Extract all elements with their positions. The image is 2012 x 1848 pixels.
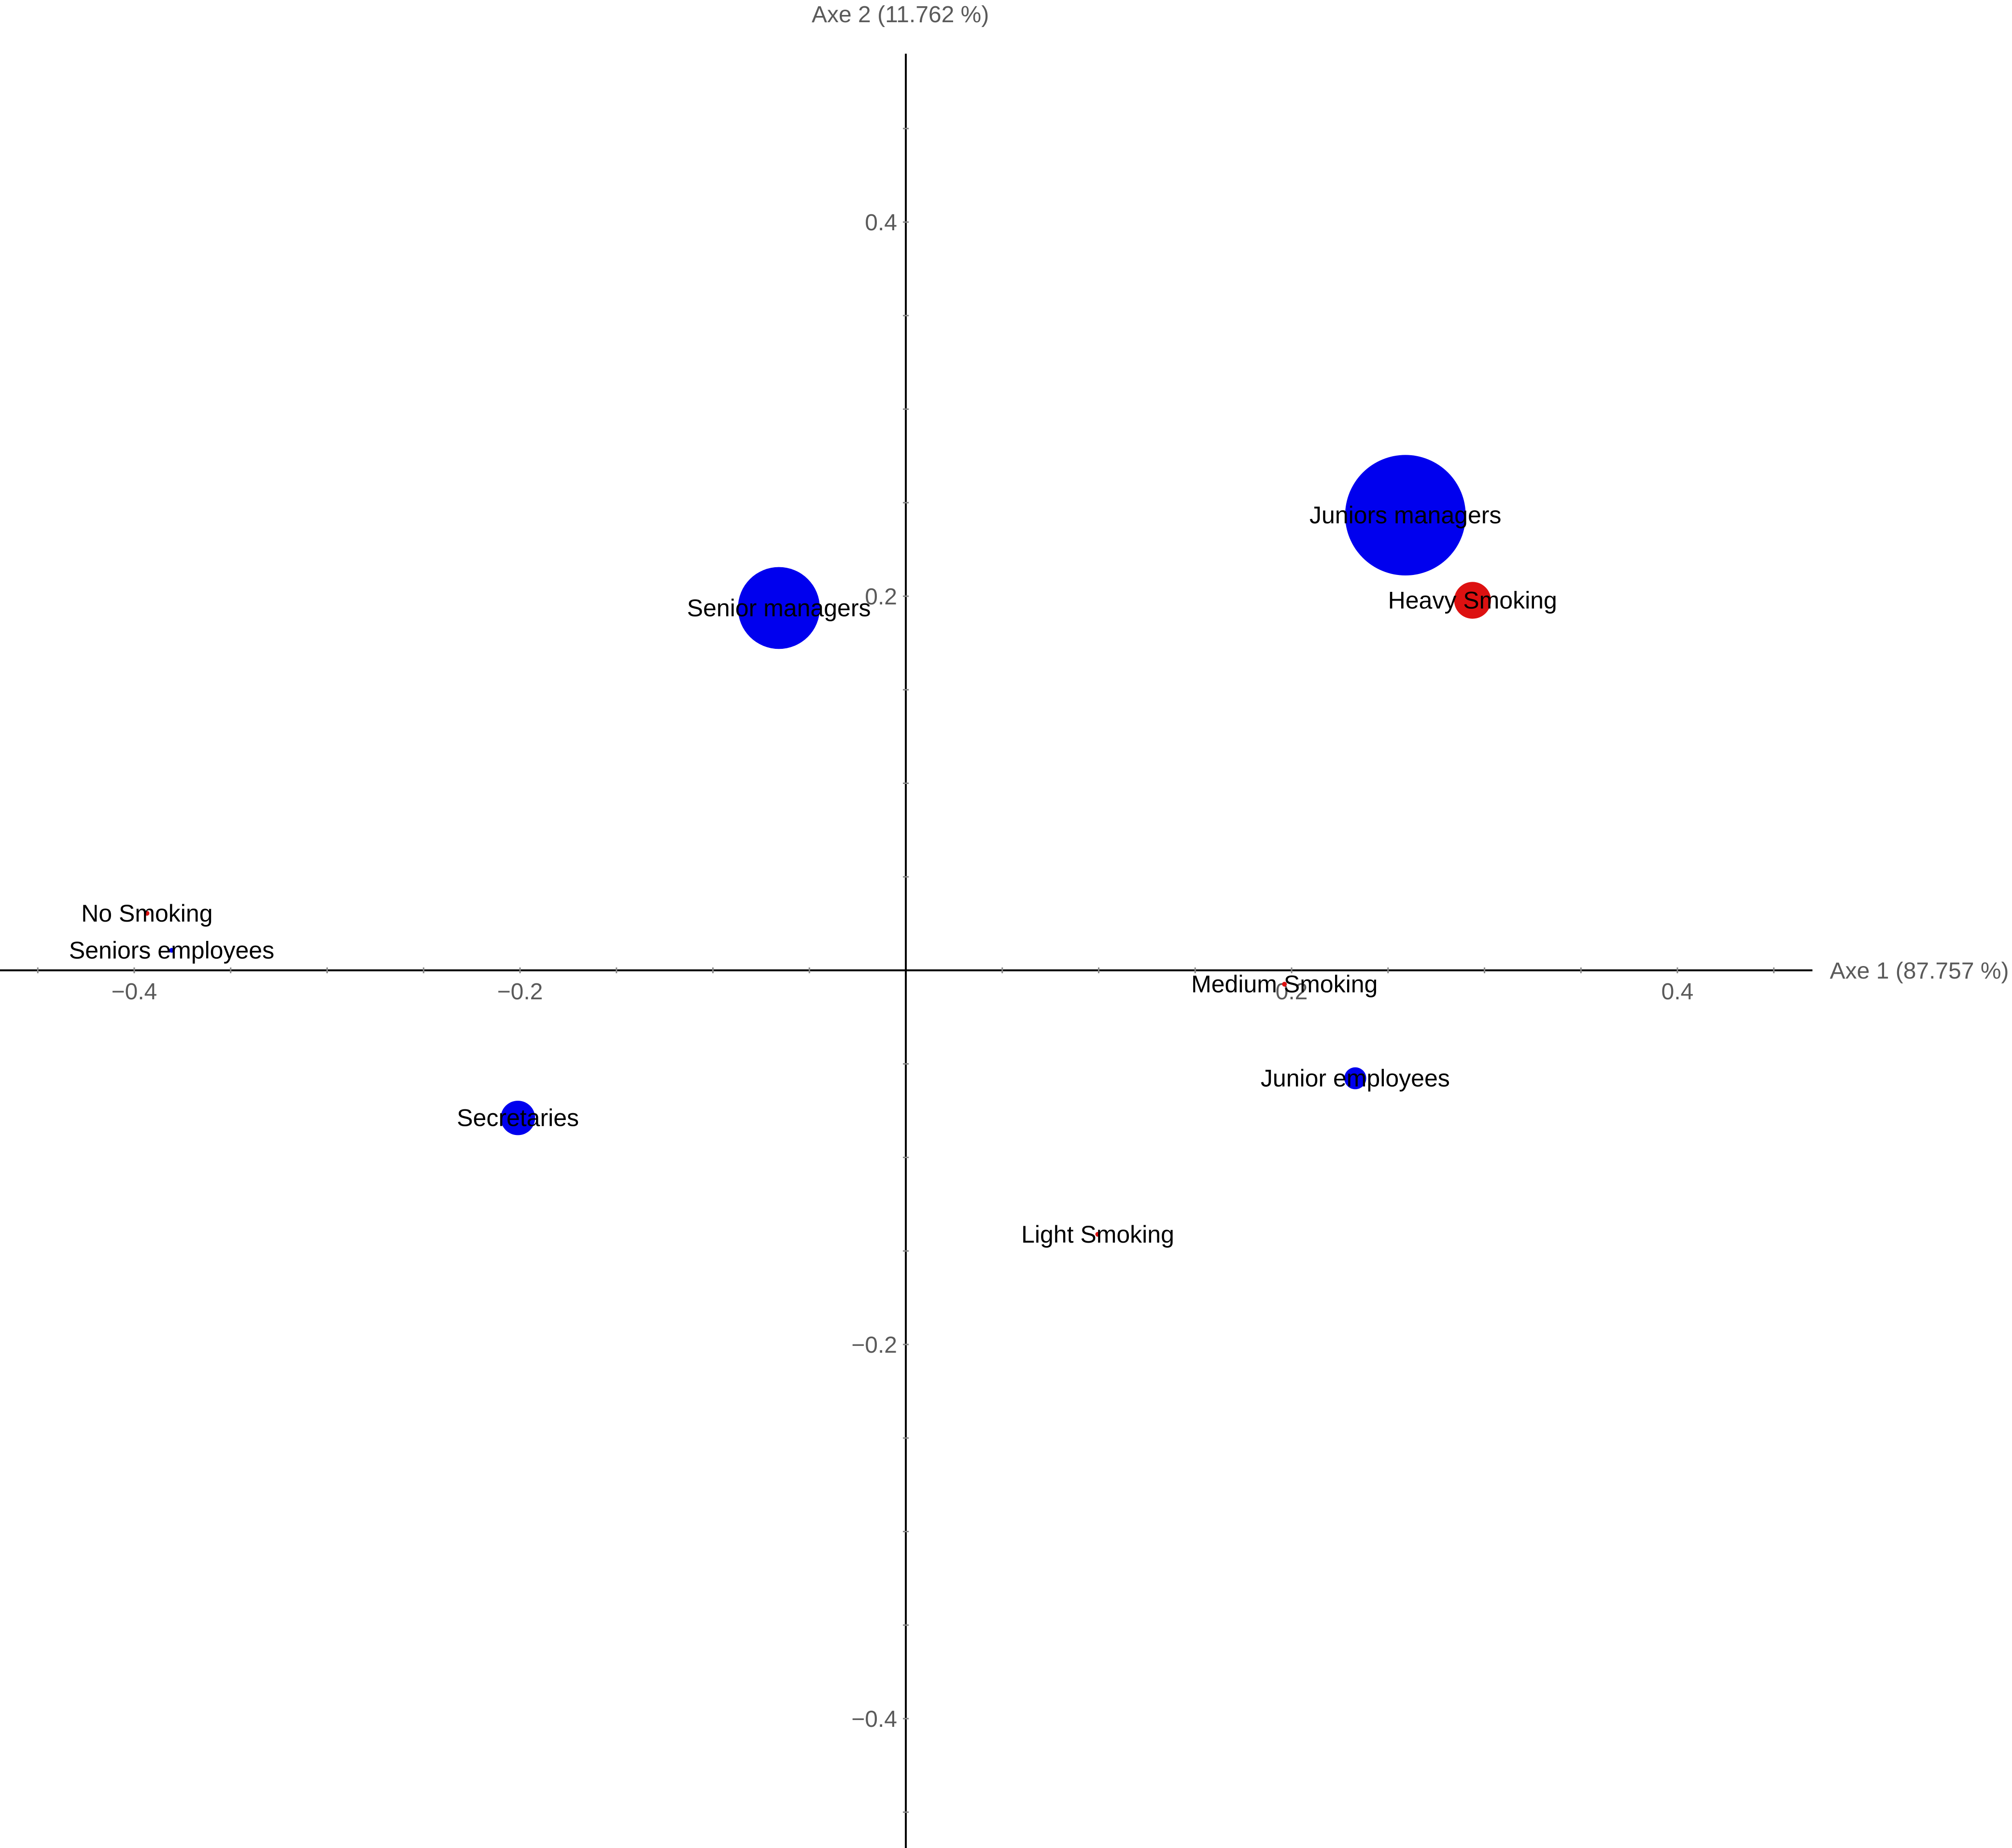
point-label: Juniors managers [1309, 502, 1501, 529]
point-label: Light Smoking [1021, 1221, 1174, 1248]
point-labels: Senior managers Juniors managers Seniors e… [69, 502, 1557, 1248]
data-point [1282, 981, 1287, 987]
point-label: Junior employees [1261, 1065, 1450, 1092]
point-label: Heavy Smoking [1388, 587, 1557, 614]
point-label: No Smoking [81, 900, 212, 927]
points [144, 455, 1491, 1237]
y-tick-label: 0.4 [865, 210, 897, 236]
x-tick-label: 0.2 [1276, 979, 1308, 1005]
y-axis-title: Axe 2 (11.762 %) [812, 2, 989, 28]
point-label: Secretaries [457, 1105, 579, 1132]
x-tick-label: −0.4 [112, 979, 157, 1005]
x-axis-title: Axe 1 (87.757 %) [1830, 958, 2009, 984]
data-point [1095, 1232, 1100, 1237]
y-tick-label: −0.4 [851, 1707, 897, 1732]
data-point [169, 948, 174, 953]
data-point [1345, 455, 1466, 576]
data-point [1454, 582, 1491, 619]
point-label: Senior managers [687, 594, 871, 621]
data-point [1344, 1067, 1366, 1090]
axes [0, 54, 1813, 1848]
data-point [500, 1101, 535, 1135]
ticks: −0.4 −0.2 0.2 0.4 0.4 0.2 −0.2 −0.4 [37, 127, 1775, 1813]
data-point [144, 910, 150, 916]
y-tick-label: −0.2 [851, 1332, 897, 1358]
y-tick-label: 0.2 [865, 584, 897, 610]
data-point [738, 567, 820, 649]
point-label: Medium Smoking [1191, 971, 1378, 998]
point-label: Seniors employees [69, 937, 274, 964]
x-tick-label: −0.2 [497, 979, 543, 1005]
x-tick-label: 0.4 [1661, 979, 1694, 1005]
